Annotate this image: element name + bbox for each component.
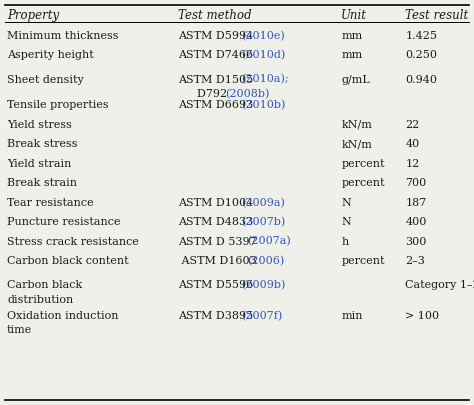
Text: ASTM D6693: ASTM D6693	[178, 100, 256, 110]
Text: 700: 700	[405, 178, 427, 188]
Text: ASTM D5596: ASTM D5596	[178, 280, 256, 290]
Text: (2010d): (2010d)	[241, 50, 285, 60]
Text: Tensile properties: Tensile properties	[7, 100, 109, 110]
Text: Break strain: Break strain	[7, 178, 77, 188]
Text: 187: 187	[405, 197, 427, 207]
Text: ASTM D7466: ASTM D7466	[178, 50, 256, 60]
Text: g/mL: g/mL	[341, 75, 370, 84]
Text: percent: percent	[341, 158, 385, 168]
Text: 40: 40	[405, 139, 419, 149]
Text: ASTM D1505: ASTM D1505	[178, 75, 256, 84]
Text: kN/m: kN/m	[341, 119, 372, 129]
Text: percent: percent	[341, 178, 385, 188]
Text: (2006): (2006)	[247, 255, 284, 266]
Text: 2–3: 2–3	[405, 256, 425, 265]
Text: ASTM D1603: ASTM D1603	[178, 256, 260, 265]
Text: Minimum thickness: Minimum thickness	[7, 31, 118, 40]
Text: (2010a);: (2010a);	[241, 74, 289, 85]
Text: N: N	[341, 217, 351, 226]
Text: Tear resistance: Tear resistance	[7, 197, 94, 207]
Text: ASTM D 5397: ASTM D 5397	[178, 236, 260, 246]
Text: mm: mm	[341, 50, 363, 60]
Text: Carbon black content: Carbon black content	[7, 256, 129, 265]
Text: 12: 12	[405, 158, 419, 168]
Text: 300: 300	[405, 236, 427, 246]
Text: Yield strain: Yield strain	[7, 158, 72, 168]
Text: Category 1–2: Category 1–2	[405, 280, 474, 290]
Text: ASTM D5994: ASTM D5994	[178, 31, 256, 40]
Text: (2007f): (2007f)	[241, 310, 283, 320]
Text: D792: D792	[197, 89, 230, 99]
Text: 0.940: 0.940	[405, 75, 438, 84]
Text: percent: percent	[341, 256, 385, 265]
Text: distribution: distribution	[7, 294, 73, 304]
Text: Oxidation induction: Oxidation induction	[7, 310, 118, 320]
Text: Yield stress: Yield stress	[7, 119, 72, 129]
Text: Carbon black: Carbon black	[7, 280, 82, 290]
Text: h: h	[341, 236, 348, 246]
Text: ASTM D4833: ASTM D4833	[178, 217, 256, 226]
Text: > 100: > 100	[405, 310, 439, 320]
Text: Stress crack resistance: Stress crack resistance	[7, 236, 139, 246]
Text: Unit: Unit	[341, 9, 367, 21]
Text: Property: Property	[7, 9, 59, 21]
Text: time: time	[7, 325, 32, 335]
Text: Sheet density: Sheet density	[7, 75, 84, 84]
Text: Puncture resistance: Puncture resistance	[7, 217, 120, 226]
Text: (2007a): (2007a)	[247, 236, 291, 246]
Text: (2008b): (2008b)	[226, 89, 270, 99]
Text: (2009b): (2009b)	[241, 279, 286, 290]
Text: mm: mm	[341, 31, 363, 40]
Text: 22: 22	[405, 119, 419, 129]
Text: 400: 400	[405, 217, 427, 226]
Text: kN/m: kN/m	[341, 139, 372, 149]
Text: 0.250: 0.250	[405, 50, 438, 60]
Text: (2007b): (2007b)	[241, 216, 285, 227]
Text: Asperity height: Asperity height	[7, 50, 94, 60]
Text: (2010b): (2010b)	[241, 100, 286, 110]
Text: (2010e): (2010e)	[241, 30, 285, 41]
Text: Test result: Test result	[405, 9, 468, 21]
Text: ASTM D1004: ASTM D1004	[178, 197, 256, 207]
Text: (2009a): (2009a)	[241, 197, 285, 207]
Text: Test method: Test method	[178, 9, 251, 21]
Text: N: N	[341, 197, 351, 207]
Text: 1.425: 1.425	[405, 31, 438, 40]
Text: Break stress: Break stress	[7, 139, 78, 149]
Text: min: min	[341, 310, 363, 320]
Text: ASTM D3895: ASTM D3895	[178, 310, 256, 320]
